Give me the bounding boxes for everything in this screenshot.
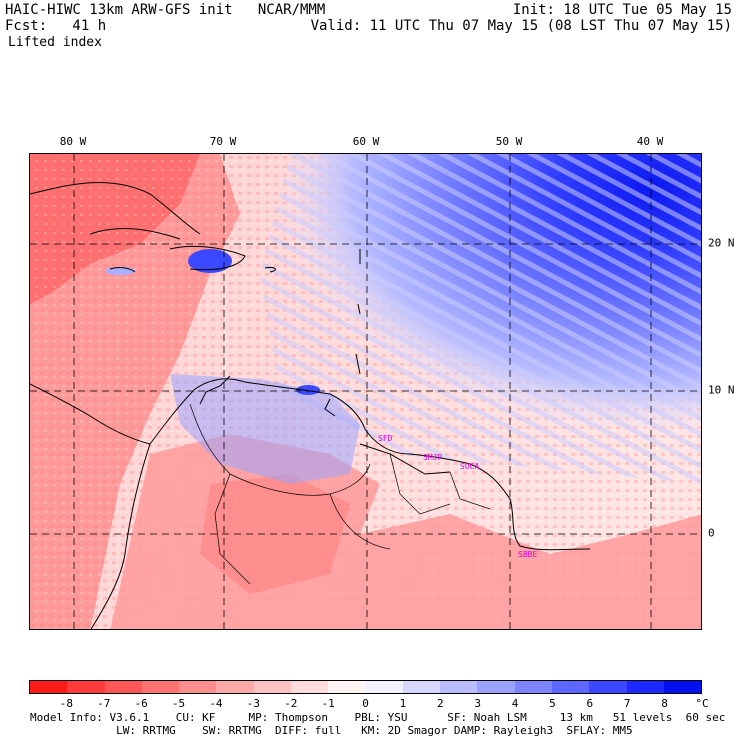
colorbar-tick-label: 1 — [399, 697, 407, 710]
wave-streaks — [260, 154, 701, 484]
field-name: Lifted index — [8, 35, 102, 50]
lat-label-equator: 0 — [708, 526, 715, 540]
colorbar-tick-label: -4 — [209, 697, 223, 710]
colorbar-tick-label: 6 — [586, 697, 594, 710]
site-label-sbbe: SBBE — [518, 550, 538, 559]
lifted-index-map: SFD SMJP SOCA SBBE — [29, 153, 702, 630]
lon-label-70w: 70 W — [209, 135, 237, 148]
header-forecast-hour: Fcst: 41 h — [5, 18, 107, 34]
colorbar-tick-label: 7 — [623, 697, 631, 710]
colorbar-tick-label: 5 — [549, 697, 556, 710]
header-title: HAIC-HIWC 13km ARW-GFS init NCAR/MMM — [5, 2, 326, 18]
stable-hispaniola-blob — [188, 249, 232, 273]
model-info-line1: Model Info: V3.6.1 CU: KF MP: Thompson P… — [30, 711, 726, 724]
site-label-soca: SOCA — [460, 462, 480, 471]
colorbar-swatch — [402, 681, 441, 693]
colorbar-tick-label: -5 — [171, 697, 186, 710]
colorbar-swatch — [104, 681, 142, 693]
colorbar-tick-label: 4 — [511, 697, 519, 710]
colorbar-swatch — [626, 681, 664, 693]
header-valid-time: Valid: 11 UTC Thu 07 May 15 (08 LST Thu … — [310, 18, 732, 34]
lon-label-60w: 60 W — [352, 135, 380, 148]
country-borders — [189, 403, 491, 585]
colorbar-swatch — [663, 681, 702, 693]
site-label-sfd: SFD — [378, 434, 393, 443]
colorbar-swatch — [179, 681, 217, 693]
colorbar-swatch — [30, 681, 68, 693]
colorbar-tick-label: 8 — [661, 697, 668, 710]
stable-trinidad-blob — [296, 385, 320, 395]
lat-label-20n: 20 N — [708, 236, 735, 250]
lon-label-50w: 50 W — [495, 135, 523, 148]
stable-caribbean-south-area — [170, 374, 360, 484]
colorbar-swatch — [440, 681, 478, 693]
colorbar — [29, 680, 702, 694]
colorbar-swatch — [216, 681, 254, 693]
colorbar-tick-label: 2 — [436, 697, 444, 710]
colorbar-swatch — [477, 681, 515, 693]
colorbar-swatch — [253, 681, 291, 693]
colorbar-tick-label: -7 — [97, 697, 111, 710]
coastlines — [30, 181, 591, 629]
colorbar-swatch — [141, 681, 180, 693]
stable-jamaica-blob — [105, 267, 135, 275]
colorbar-tick-label: -8 — [59, 697, 73, 710]
colorbar-tick-label: -6 — [134, 697, 148, 710]
colorbar-swatch — [290, 681, 329, 693]
colorbar-tick-label: 0 — [362, 697, 369, 710]
colorbar-swatch — [589, 681, 627, 693]
colorbar-unit: °C — [695, 697, 709, 710]
site-label-smjp: SMJP — [423, 453, 443, 462]
colorbar-swatch — [67, 681, 105, 693]
colorbar-swatch — [551, 681, 590, 693]
colorbar-swatch — [365, 681, 403, 693]
lon-label-40w: 40 W — [636, 135, 664, 148]
lon-label-80w: 80 W — [59, 135, 87, 148]
lat-lon-grid — [30, 154, 701, 629]
lat-label-10n: 10 N — [708, 383, 735, 397]
colorbar-tick-label: -2 — [284, 697, 298, 710]
map-canvas — [30, 154, 701, 629]
colorbar-swatch — [328, 681, 366, 693]
colorbar-tick-label: -1 — [321, 697, 335, 710]
colorbar-tick-label: 3 — [474, 697, 481, 710]
header-init-time: Init: 18 UTC Tue 05 May 15 — [512, 2, 732, 18]
colorbar-tick-label: -3 — [246, 697, 260, 710]
model-info-line2: LW: RRTMG SW: RRTMG DIFF: full KM: 2D Sm… — [30, 724, 633, 737]
colorbar-swatch — [514, 681, 552, 693]
